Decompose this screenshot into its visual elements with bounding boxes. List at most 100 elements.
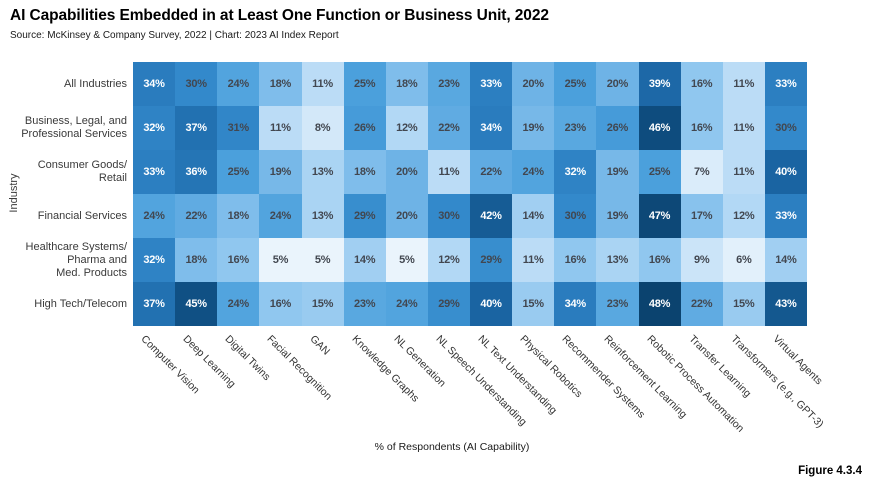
heatmap-cell: 6%	[722, 238, 765, 282]
heatmap-cell: 16%	[638, 238, 681, 282]
heatmap-cell: 5%	[259, 238, 302, 282]
heatmap-cell: 26%	[596, 106, 639, 150]
heatmap-cell: 16%	[259, 282, 302, 326]
heatmap-cell: 23%	[427, 62, 470, 106]
heatmap-cell: 24%	[133, 194, 176, 238]
figure-label: Figure 4.3.4	[798, 465, 862, 477]
heatmap-cell: 30%	[175, 62, 218, 106]
heatmap-cell: 22%	[427, 106, 470, 150]
heatmap-cell: 19%	[259, 150, 302, 194]
heatmap-cell: 16%	[680, 62, 723, 106]
row-label: Business, Legal, and Professional Servic…	[21, 115, 127, 140]
heatmap-cell: 20%	[385, 150, 428, 194]
heatmap-cell: 11%	[722, 106, 765, 150]
heatmap-cell: 5%	[301, 238, 344, 282]
heatmap-cell: 11%	[427, 150, 470, 194]
col-label: NL Text Understanding	[475, 333, 560, 417]
heatmap-cell: 19%	[596, 194, 639, 238]
x-axis-label: % of Respondents (AI Capability)	[374, 441, 530, 453]
heatmap-cell: 33%	[133, 150, 176, 194]
heatmap-cell: 29%	[470, 238, 513, 282]
row-label: Consumer Goods/ Retail	[37, 159, 127, 184]
col-label: GAN	[307, 333, 332, 358]
heatmap-cell: 11%	[259, 106, 302, 150]
col-label: Recommender Systems	[559, 333, 648, 421]
heatmap-cell: 31%	[217, 106, 260, 150]
heatmap-cell: 9%	[680, 238, 723, 282]
heatmap-cell: 15%	[512, 282, 555, 326]
heatmap-cell: 34%	[133, 62, 176, 106]
heatmap-cell: 33%	[764, 194, 807, 238]
heatmap-cell: 8%	[301, 106, 344, 150]
heatmap-cell: 45%	[175, 282, 218, 326]
heatmap-cell: 30%	[427, 194, 470, 238]
heatmap-cell: 23%	[596, 282, 639, 326]
row-labels: All Industries Business, Legal, and Profe…	[0, 62, 131, 326]
heatmap-cell: 12%	[385, 106, 428, 150]
heatmap-cell: 18%	[343, 150, 386, 194]
heatmap-cell: 34%	[470, 106, 513, 150]
heatmap-cell: 11%	[512, 238, 555, 282]
heatmap-cell: 42%	[470, 194, 513, 238]
heatmap-cell: 37%	[133, 282, 176, 326]
heatmap-cell: 24%	[512, 150, 555, 194]
heatmap-cell: 13%	[596, 238, 639, 282]
heatmap-cell: 18%	[259, 62, 302, 106]
heatmap-cell: 16%	[554, 238, 597, 282]
heatmap-cell: 46%	[638, 106, 681, 150]
heatmap-cell: 22%	[680, 282, 723, 326]
heatmap-cell: 18%	[175, 238, 218, 282]
heatmap-cell: 16%	[217, 238, 260, 282]
heatmap-cell: 25%	[343, 62, 386, 106]
heatmap-cell: 12%	[427, 238, 470, 282]
heatmap-cell: 15%	[301, 282, 344, 326]
heatmap-cell: 47%	[638, 194, 681, 238]
heatmap-cell: 32%	[133, 238, 176, 282]
heatmap-cell: 25%	[217, 150, 260, 194]
heatmap-cell: 32%	[133, 106, 176, 150]
heatmap-cell: 48%	[638, 282, 681, 326]
heatmap-cell: 16%	[680, 106, 723, 150]
row-label: All Industries	[64, 77, 127, 90]
heatmap-cell: 25%	[638, 150, 681, 194]
heatmap-cell: 30%	[554, 194, 597, 238]
heatmap-cell: 11%	[722, 62, 765, 106]
heatmap-cell: 5%	[385, 238, 428, 282]
heatmap-cell: 19%	[596, 150, 639, 194]
heatmap-cell: 23%	[343, 282, 386, 326]
heatmap-cell: 25%	[554, 62, 597, 106]
heatmap-cell: 11%	[301, 62, 344, 106]
heatmap-cell: 15%	[722, 282, 765, 326]
heatmap-cell: 26%	[343, 106, 386, 150]
heatmap-cell: 40%	[764, 150, 807, 194]
heatmap-cell: 30%	[764, 106, 807, 150]
heatmap-cell: 36%	[175, 150, 218, 194]
col-label: Reinforcement Learning	[601, 333, 690, 421]
heatmap-cell: 40%	[470, 282, 513, 326]
row-label: Healthcare Systems/ Pharma and Med. Prod…	[25, 240, 127, 279]
heatmap-cell: 22%	[175, 194, 218, 238]
heatmap-cell: 37%	[175, 106, 218, 150]
heatmap-cell: 32%	[554, 150, 597, 194]
heatmap: 34% 30% 24% 18% 11% 25% 18% 23% 33% 20% 25% 20% 39% 1…	[133, 62, 807, 326]
heatmap-cell: 7%	[680, 150, 723, 194]
heatmap-cell: 34%	[554, 282, 597, 326]
row-label: High Tech/Telecom	[34, 297, 127, 310]
heatmap-cell: 24%	[217, 62, 260, 106]
heatmap-cell: 20%	[512, 62, 555, 106]
heatmap-cell: 24%	[385, 282, 428, 326]
heatmap-cell: 33%	[764, 62, 807, 106]
heatmap-cell: 24%	[217, 282, 260, 326]
heatmap-cell: 11%	[722, 150, 765, 194]
heatmap-cell: 29%	[343, 194, 386, 238]
heatmap-cell: 22%	[470, 150, 513, 194]
heatmap-cell: 33%	[470, 62, 513, 106]
chart-title: AI Capabilities Embedded in at Least One…	[10, 7, 549, 24]
row-label: Financial Services	[37, 209, 127, 222]
heatmap-cell: 14%	[512, 194, 555, 238]
heatmap-cell: 14%	[764, 238, 807, 282]
heatmap-cell: 43%	[764, 282, 807, 326]
heatmap-cell: 13%	[301, 150, 344, 194]
heatmap-cell: 18%	[217, 194, 260, 238]
